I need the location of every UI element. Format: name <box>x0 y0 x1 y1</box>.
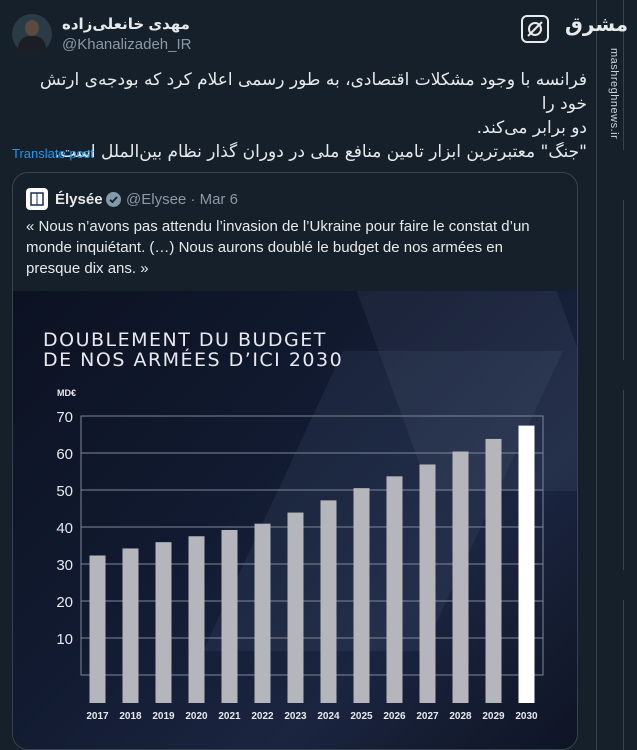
y-tick-label: 50 <box>56 483 73 500</box>
quoted-date[interactable]: Mar 6 <box>199 191 238 208</box>
chart-title-line1: DOUBLEMENT DU BUDGET <box>43 329 327 351</box>
bar-2018 <box>122 548 139 703</box>
x-tick-label: 2030 <box>515 711 538 722</box>
right-rail <box>596 0 637 750</box>
budget-chart: DOUBLEMENT DU BUDGET DE NOS ARMÉES D’ICI… <box>43 329 544 722</box>
rail-divider <box>623 390 624 570</box>
bar-2030 <box>518 425 535 703</box>
bar-2021 <box>221 529 238 703</box>
quoted-author-name[interactable]: Élysée <box>55 191 103 208</box>
tweet-text-line: "جنگ" معتبرترین ابزار تامین منافع ملی در… <box>54 142 587 162</box>
x-tick-label: 2021 <box>218 711 241 722</box>
rail-divider <box>623 600 624 750</box>
bar-2017 <box>89 555 106 703</box>
quoted-meta: @Elysee · Mar 6 <box>126 191 238 208</box>
rail-divider <box>623 0 624 150</box>
bar-2024 <box>320 500 337 703</box>
bar-2028 <box>452 451 469 703</box>
chart-image[interactable]: DOUBLEMENT DU BUDGET DE NOS ARMÉES D’ICI… <box>13 291 577 749</box>
y-tick-label: 20 <box>56 594 73 611</box>
x-tick-label: 2019 <box>152 711 175 722</box>
y-tick-label: 60 <box>56 446 73 463</box>
x-tick-label: 2020 <box>185 711 208 722</box>
x-tick-label: 2026 <box>383 711 406 722</box>
quoted-text: « Nous n’avons pas attendu l’invasion de… <box>26 218 530 277</box>
tweet-text: فرانسه با وجود مشکلات اقتصادی، به طور رس… <box>12 68 587 164</box>
verified-badge-icon <box>106 192 121 207</box>
tweet-text-line: دو برابر می‌کند. <box>476 118 587 138</box>
bar-2026 <box>386 476 403 703</box>
avatar[interactable] <box>12 14 52 54</box>
author-display-name[interactable]: مهدی خانعلی‌زاده <box>62 16 190 33</box>
watermark-site: mashreghnews.ir <box>608 48 620 140</box>
x-tick-label: 2028 <box>449 711 472 722</box>
x-tick-label: 2018 <box>119 711 142 722</box>
translate-post-link[interactable]: Translate post <box>12 146 94 161</box>
rail-divider <box>623 200 624 360</box>
bar-2025 <box>353 488 370 703</box>
bar-2023 <box>287 512 304 703</box>
watermark-logo: مشرق <box>565 12 629 36</box>
x-tick-label: 2022 <box>251 711 274 722</box>
bar-2027 <box>419 464 436 703</box>
x-tick-label: 2023 <box>284 711 307 722</box>
quoted-post[interactable]: Élysée @Elysee · Mar 6 « Nous n’avons pa… <box>12 172 578 750</box>
x-tick-label: 2025 <box>350 711 373 722</box>
bar-2019 <box>155 542 172 703</box>
tweet-text-line: فرانسه با وجود مشکلات اقتصادی، به طور رس… <box>39 70 587 114</box>
author-handle[interactable]: @Khanalizadeh_IR <box>62 36 192 53</box>
y-axis-label: MD€ <box>57 388 76 398</box>
x-tick-label: 2027 <box>416 711 439 722</box>
bar-2022 <box>254 523 271 703</box>
separator-dot: · <box>190 191 200 208</box>
quoted-author-handle[interactable]: @Elysee <box>126 191 187 208</box>
elysee-avatar <box>26 188 48 210</box>
x-tick-label: 2029 <box>482 711 505 722</box>
x-tick-label: 2024 <box>317 711 340 722</box>
bar-2020 <box>188 536 205 703</box>
y-tick-label: 30 <box>56 557 73 574</box>
y-tick-label: 40 <box>56 520 73 537</box>
plot-frame <box>80 415 544 676</box>
bar-2029 <box>485 438 502 703</box>
y-tick-label: 10 <box>56 631 73 648</box>
x-tick-label: 2017 <box>86 711 109 722</box>
y-tick-label: 70 <box>56 409 73 426</box>
chart-title-line2: DE NOS ARMÉES D’ICI 2030 <box>43 348 343 371</box>
grok-icon[interactable] <box>521 15 549 43</box>
